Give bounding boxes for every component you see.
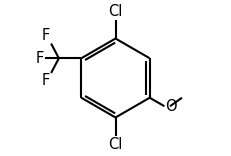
Text: O: O xyxy=(165,99,177,114)
Text: F: F xyxy=(42,28,50,43)
Text: F: F xyxy=(42,73,50,88)
Text: Cl: Cl xyxy=(108,4,123,19)
Text: Cl: Cl xyxy=(108,137,123,152)
Text: F: F xyxy=(36,51,44,66)
